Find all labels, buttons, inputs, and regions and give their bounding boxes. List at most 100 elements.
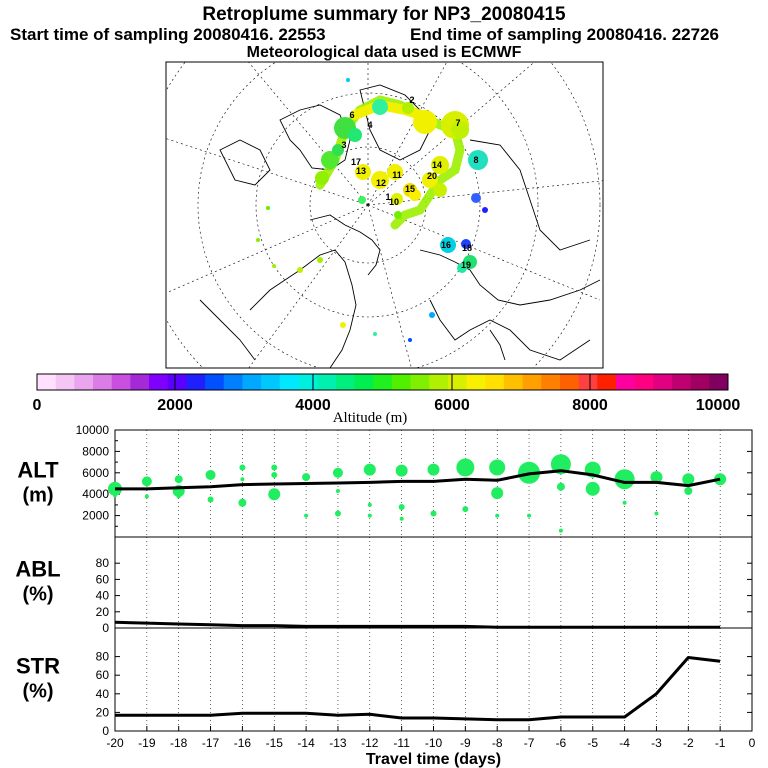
colorbar-cells bbox=[37, 374, 729, 390]
colorbar-cell-30 bbox=[597, 374, 617, 390]
colorbar-cell-20 bbox=[410, 374, 430, 390]
alt-ytick-label-4000: 4000 bbox=[82, 487, 109, 501]
alt-point-34 bbox=[527, 513, 532, 518]
colorbar-cell-1 bbox=[55, 374, 75, 390]
colorbar-cell-25 bbox=[503, 374, 524, 390]
alt-point-16 bbox=[304, 513, 309, 518]
time-series-panels: 100008000600040002000ALT(m)806040200ABL(… bbox=[15, 423, 755, 768]
alt-point-36 bbox=[556, 482, 565, 491]
alt-point-13 bbox=[271, 471, 278, 478]
str-ytick-label-0: 0 bbox=[102, 724, 109, 738]
colorbar-cell-11 bbox=[242, 374, 262, 390]
colorbar-cell-34 bbox=[671, 374, 692, 390]
colorbar-cell-16 bbox=[335, 374, 355, 390]
map-day-label-7: 7 bbox=[455, 118, 460, 128]
str-xtick-label--11: -11 bbox=[393, 736, 410, 750]
str-xtick-label--18: -18 bbox=[170, 736, 188, 750]
str-axis-unit: (%) bbox=[22, 681, 53, 703]
alt-point-21 bbox=[367, 502, 372, 507]
alt-point-35 bbox=[550, 454, 571, 475]
colorbar-cell-33 bbox=[653, 374, 673, 390]
alt-point-10 bbox=[240, 477, 245, 482]
str-xtick-label--17: -17 bbox=[202, 736, 220, 750]
alt-point-45 bbox=[684, 486, 693, 495]
str-xtick-label-0: 0 bbox=[749, 736, 756, 750]
colorbar-cell-31 bbox=[615, 374, 636, 390]
alt-point-40 bbox=[614, 469, 635, 490]
colorbar-cell-6 bbox=[149, 374, 169, 390]
map-day-label-1: 1 bbox=[385, 192, 390, 202]
colorbar-cell-17 bbox=[354, 374, 374, 390]
str-xtick-label--5: -5 bbox=[587, 736, 598, 750]
abl-axis-unit: (%) bbox=[22, 584, 53, 606]
colorbar-cell-36 bbox=[709, 374, 729, 390]
colorbar-cell-8 bbox=[186, 374, 206, 390]
alt-point-14 bbox=[268, 488, 281, 501]
map-day-label-16: 16 bbox=[441, 240, 451, 250]
colorbar-tick-2000: 2000 bbox=[157, 397, 193, 414]
alt-point-11 bbox=[238, 498, 247, 507]
colorbar-cell-19 bbox=[391, 374, 412, 390]
alt-point-3 bbox=[144, 494, 149, 499]
map-day-label-14: 14 bbox=[432, 160, 442, 170]
str-ytick-label-80: 80 bbox=[96, 650, 110, 664]
abl-ytick-label-0: 0 bbox=[102, 621, 109, 635]
str-ytick-label-60: 60 bbox=[96, 668, 110, 682]
alt-series-line bbox=[115, 469, 721, 491]
colorbar-cell-9 bbox=[205, 374, 225, 390]
map-day-label-18: 18 bbox=[462, 243, 472, 253]
colorbar-cell-12 bbox=[261, 374, 281, 390]
coastlines bbox=[199, 84, 601, 368]
alt-point-28 bbox=[456, 458, 475, 477]
met-data-label: Meteorological data used is ECMWF bbox=[246, 44, 522, 61]
colorbar-cell-4 bbox=[111, 374, 131, 390]
x-axis-label: Travel time (days) bbox=[366, 751, 501, 768]
str-xtick-label--16: -16 bbox=[234, 736, 252, 750]
map-day-label-17: 17 bbox=[351, 157, 361, 167]
abl-panel: 80 60 40 20 0 ABL(%) bbox=[15, 536, 753, 635]
colorbar-tick-lines bbox=[174, 374, 591, 390]
alt-point-32 bbox=[495, 513, 500, 518]
alt-point-20 bbox=[363, 463, 376, 476]
abl-ytick-label-60: 60 bbox=[96, 572, 110, 586]
colorbar-cell-26 bbox=[522, 374, 542, 390]
colorbar-tick-4000: 4000 bbox=[295, 397, 331, 414]
str-xtick-label--20: -20 bbox=[106, 736, 124, 750]
alt-point-46 bbox=[714, 473, 727, 486]
str-xtick-label--13: -13 bbox=[329, 736, 347, 750]
alt-point-30 bbox=[489, 459, 506, 476]
abl-ytick-label-20: 20 bbox=[96, 605, 110, 619]
alt-point-19 bbox=[334, 510, 341, 517]
alt-point-8 bbox=[207, 496, 214, 503]
str-ytick-label-40: 40 bbox=[96, 687, 110, 701]
alt-point-23 bbox=[395, 464, 408, 477]
alt-axis-label: ALT bbox=[17, 458, 59, 483]
abl-series-line bbox=[114, 620, 721, 629]
alt-point-43 bbox=[654, 511, 659, 516]
map-day-label-2: 2 bbox=[409, 95, 414, 105]
abl-axis-label: ABL bbox=[15, 557, 60, 582]
colorbar-cell-3 bbox=[93, 374, 113, 390]
colorbar-cell-28 bbox=[559, 374, 580, 390]
str-xtick-label--10: -10 bbox=[425, 736, 443, 750]
colorbar-tick-6000: 6000 bbox=[434, 397, 470, 414]
str-xtick-label--14: -14 bbox=[297, 736, 315, 750]
alt-point-25 bbox=[399, 516, 404, 521]
alt-point-26 bbox=[427, 463, 440, 476]
str-xtick-label--9: -9 bbox=[460, 736, 471, 750]
map-day-label-3: 3 bbox=[341, 140, 346, 150]
alt-point-15 bbox=[302, 473, 311, 482]
alt-point-6 bbox=[176, 494, 181, 499]
alt-point-22 bbox=[367, 513, 372, 518]
str-xtick-label--2: -2 bbox=[683, 736, 694, 750]
colorbar-tick-10000: 10000 bbox=[696, 397, 741, 414]
colorbar-cell-2 bbox=[74, 374, 94, 390]
alt-point-27 bbox=[430, 510, 437, 517]
alt-panel: 10000 8000 6000 4000 2000 ALT(m) bbox=[17, 423, 753, 538]
alt-point-31 bbox=[491, 487, 504, 500]
str-series-line bbox=[115, 656, 721, 722]
alt-point-12 bbox=[271, 464, 278, 471]
